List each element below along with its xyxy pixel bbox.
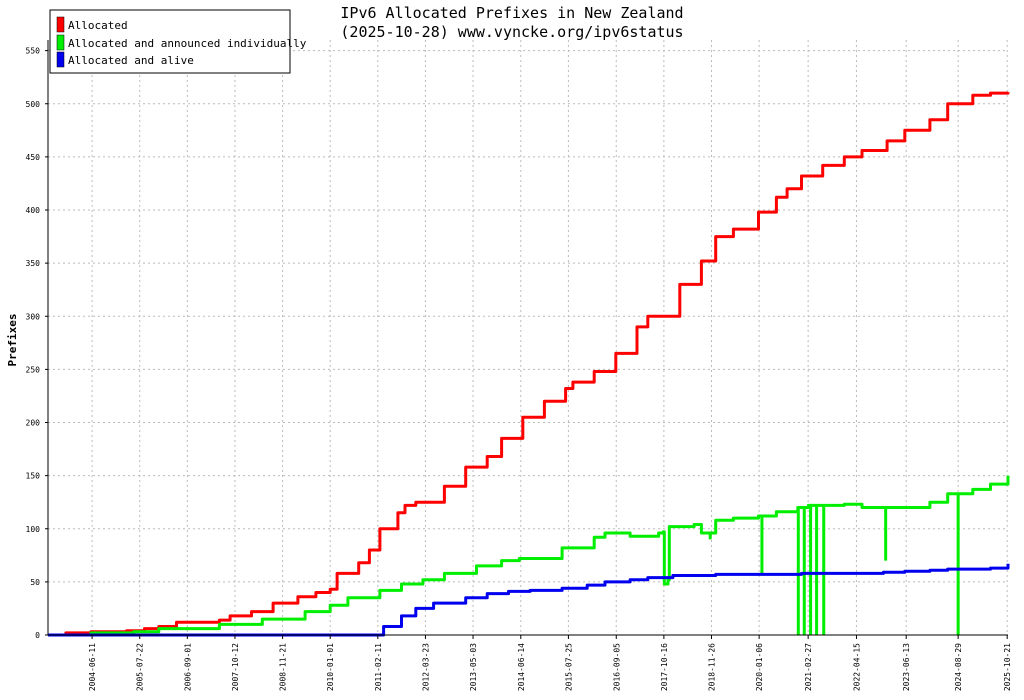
x-tick-label: 2006-09-01: [183, 643, 192, 691]
legend-box: [49, 9, 291, 74]
y-tick-label: 250: [26, 365, 41, 374]
series-lines: [48, 91, 1010, 637]
legend-swatch-alive: [56, 51, 65, 68]
tick-labels: 0 50 100 150 200 250 300 350 400 450 500 550 2004-06…: [26, 47, 1013, 692]
y-axis-label: Prefixes: [6, 314, 19, 367]
x-tick-label: 2021-02-27: [804, 643, 813, 691]
x-tick-label: 2010-01-01: [326, 643, 335, 691]
x-tick-label: 2014-06-14: [517, 643, 526, 691]
y-tick-label: 550: [26, 47, 41, 56]
series-line-alive: [48, 563, 1010, 637]
y-tick-label: 100: [26, 525, 41, 534]
y-tick-label: 450: [26, 153, 41, 162]
legend-swatch-announced: [56, 34, 65, 51]
x-tick-label: 2008-11-21: [279, 643, 288, 691]
y-tick-label: 50: [30, 578, 40, 587]
series-line-allocated: [48, 91, 1010, 637]
legend-swatch-allocated: [56, 16, 65, 33]
legend-label-alive: Allocated and alive: [68, 54, 194, 67]
y-tick-label: 500: [26, 100, 41, 109]
y-tick-label: 350: [26, 259, 41, 268]
y-tick-label: 150: [26, 472, 41, 481]
y-tick-label: 400: [26, 206, 41, 215]
x-tick-label: 2005-07-22: [136, 643, 145, 691]
series-line-announced: [48, 475, 1010, 637]
x-tick-label: 2017-10-16: [660, 643, 669, 691]
x-tick-label: 2007-10-12: [231, 643, 240, 691]
axes: [45, 40, 1008, 639]
chart-title: IPv6 Allocated Prefixes in New Zealand: [340, 4, 683, 22]
y-tick-label: 300: [26, 312, 41, 321]
x-tick-label: 2022-04-15: [852, 643, 861, 691]
x-tick-label: 2004-06-11: [88, 643, 97, 691]
y-tick-label: 0: [35, 631, 40, 640]
x-tick-label: 2025-10-21: [1003, 643, 1012, 691]
chart-subtitle: (2025-10-28) www.vyncke.org/ipv6status: [340, 23, 683, 41]
x-tick-label: 2023-06-13: [902, 643, 911, 691]
legend-label-allocated: Allocated: [68, 19, 128, 32]
legend-label-announced: Allocated and announced individually: [68, 37, 307, 50]
x-tick-label: 2018-11-26: [707, 643, 716, 691]
x-tick-label: 2011-02-11: [374, 643, 383, 691]
x-tick-label: 2012-03-23: [421, 643, 430, 691]
x-tick-label: 2024-08-29: [954, 643, 963, 691]
y-tick-label: 200: [26, 419, 41, 428]
x-tick-label: 2013-05-03: [469, 643, 478, 691]
legend: Allocated Allocated and announced indivi…: [49, 9, 307, 74]
x-tick-label: 2016-09-05: [612, 643, 621, 691]
x-tick-label: 2015-07-25: [564, 643, 573, 691]
x-tick-label: 2020-01-06: [755, 643, 764, 691]
